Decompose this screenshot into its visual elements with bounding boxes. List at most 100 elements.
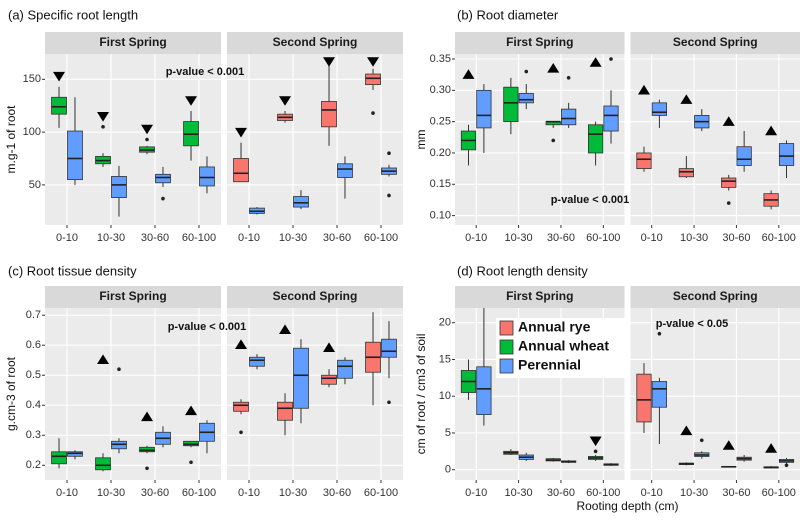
significance-marker — [323, 57, 336, 67]
x-tick-label: 30-60 — [547, 232, 575, 244]
x-tick-label: 10-30 — [680, 232, 708, 244]
x-tick-label: 60-100 — [586, 487, 620, 499]
x-tick-label: 10-30 — [97, 487, 125, 499]
significance-marker — [765, 443, 778, 453]
panel-title: (b) Root diameter — [457, 7, 559, 22]
strip-label: Second Spring — [273, 35, 358, 49]
x-tick-label: 60-100 — [364, 487, 398, 499]
y-tick-label: 20 — [439, 317, 451, 329]
strip — [630, 32, 800, 54]
significance-marker — [547, 63, 560, 73]
significance-marker — [235, 339, 248, 350]
box — [518, 93, 534, 104]
box — [277, 401, 293, 421]
legend-key — [499, 358, 514, 374]
outlier — [609, 57, 613, 61]
x-tick-label: 30-60 — [722, 232, 750, 244]
x-tick-label: 60-100 — [762, 487, 796, 499]
y-tick-label: 0.35 — [430, 53, 451, 65]
strip-label: Second Spring — [273, 289, 358, 303]
box — [721, 177, 737, 188]
y-tick-label: 0.7 — [26, 309, 41, 321]
y-tick-label: 0.30 — [430, 84, 451, 96]
box — [111, 176, 127, 198]
outlier — [371, 111, 375, 115]
p-value-annotation: p-value < 0.05 — [656, 318, 728, 330]
strip — [45, 32, 221, 54]
legend: Annual rye Annual wheat Perennial — [496, 318, 628, 378]
y-axis-title: mm — [414, 130, 428, 150]
significance-marker — [97, 354, 110, 365]
box — [337, 163, 353, 178]
strip-label: First Spring — [506, 289, 573, 303]
strip — [455, 32, 625, 54]
box — [365, 73, 381, 86]
box — [503, 86, 519, 123]
y-tick-label: 0.25 — [430, 116, 451, 128]
outlier — [145, 137, 149, 142]
legend-label: Perennial — [518, 357, 581, 373]
significance-marker — [279, 324, 292, 335]
y-axis-title: g.cm-3 of root — [4, 356, 18, 431]
x-tick-label: 30-60 — [323, 232, 351, 244]
box — [321, 101, 337, 128]
outlier — [593, 449, 598, 454]
significance-marker — [279, 96, 292, 106]
panel-background — [227, 308, 403, 480]
y-tick-label: 0.20 — [430, 147, 451, 159]
box — [67, 130, 83, 181]
x-tick-label: 30-60 — [323, 487, 351, 499]
x-tick-label: 0-10 — [641, 487, 663, 499]
x-tick-label: 0-10 — [238, 487, 260, 499]
x-tick-label: 60-100 — [762, 232, 796, 244]
box — [588, 124, 604, 154]
x-tick-label: 10-30 — [279, 487, 307, 499]
significance-marker — [53, 71, 66, 82]
box — [778, 143, 795, 166]
significance-marker — [185, 96, 198, 106]
box — [651, 102, 667, 116]
box — [321, 374, 337, 385]
legend-label: Annual wheat — [518, 338, 609, 354]
box — [51, 96, 67, 115]
box — [249, 356, 265, 367]
strip-label: First Spring — [99, 35, 166, 49]
box — [651, 381, 667, 408]
significance-marker — [680, 425, 693, 436]
significance-marker — [722, 440, 735, 450]
y-tick-label: 50 — [29, 179, 41, 191]
box — [476, 366, 492, 415]
outlier — [145, 466, 149, 471]
box — [337, 359, 353, 379]
y-tick-label: 100 — [23, 126, 41, 138]
x-tick-label: 0-10 — [56, 232, 78, 244]
x-tick-label: 30-60 — [547, 487, 575, 499]
p-value-annotation: p-value < 0.001 — [168, 321, 247, 333]
x-tick-label: 0-10 — [465, 232, 487, 244]
significance-marker — [323, 342, 336, 353]
outlier — [657, 331, 662, 336]
outlier — [566, 76, 571, 80]
box — [561, 108, 577, 126]
x-tick-label: 30-60 — [722, 487, 750, 499]
y-tick-label: 0.6 — [26, 339, 41, 351]
strip-label: First Spring — [506, 35, 573, 49]
box — [636, 373, 652, 423]
panel-title: (d) Root length density — [457, 263, 588, 278]
strip-label: Second Spring — [673, 289, 758, 303]
significance-marker — [97, 112, 110, 122]
strip — [227, 286, 403, 308]
outlier — [189, 460, 193, 465]
box — [293, 196, 309, 208]
significance-marker — [765, 125, 778, 136]
legend-label: Annual rye — [518, 319, 591, 335]
y-tick-label: 10 — [439, 390, 451, 402]
x-tick-label: 60-100 — [182, 232, 216, 244]
y-tick-label: 0.10 — [430, 210, 451, 222]
significance-marker — [462, 69, 475, 79]
x-tick-label: 10-30 — [680, 487, 708, 499]
x-axis-title: Rooting depth (cm) — [576, 499, 678, 513]
y-tick-label: 5 — [445, 427, 451, 439]
panel-background — [45, 308, 221, 480]
outlier — [387, 193, 391, 198]
